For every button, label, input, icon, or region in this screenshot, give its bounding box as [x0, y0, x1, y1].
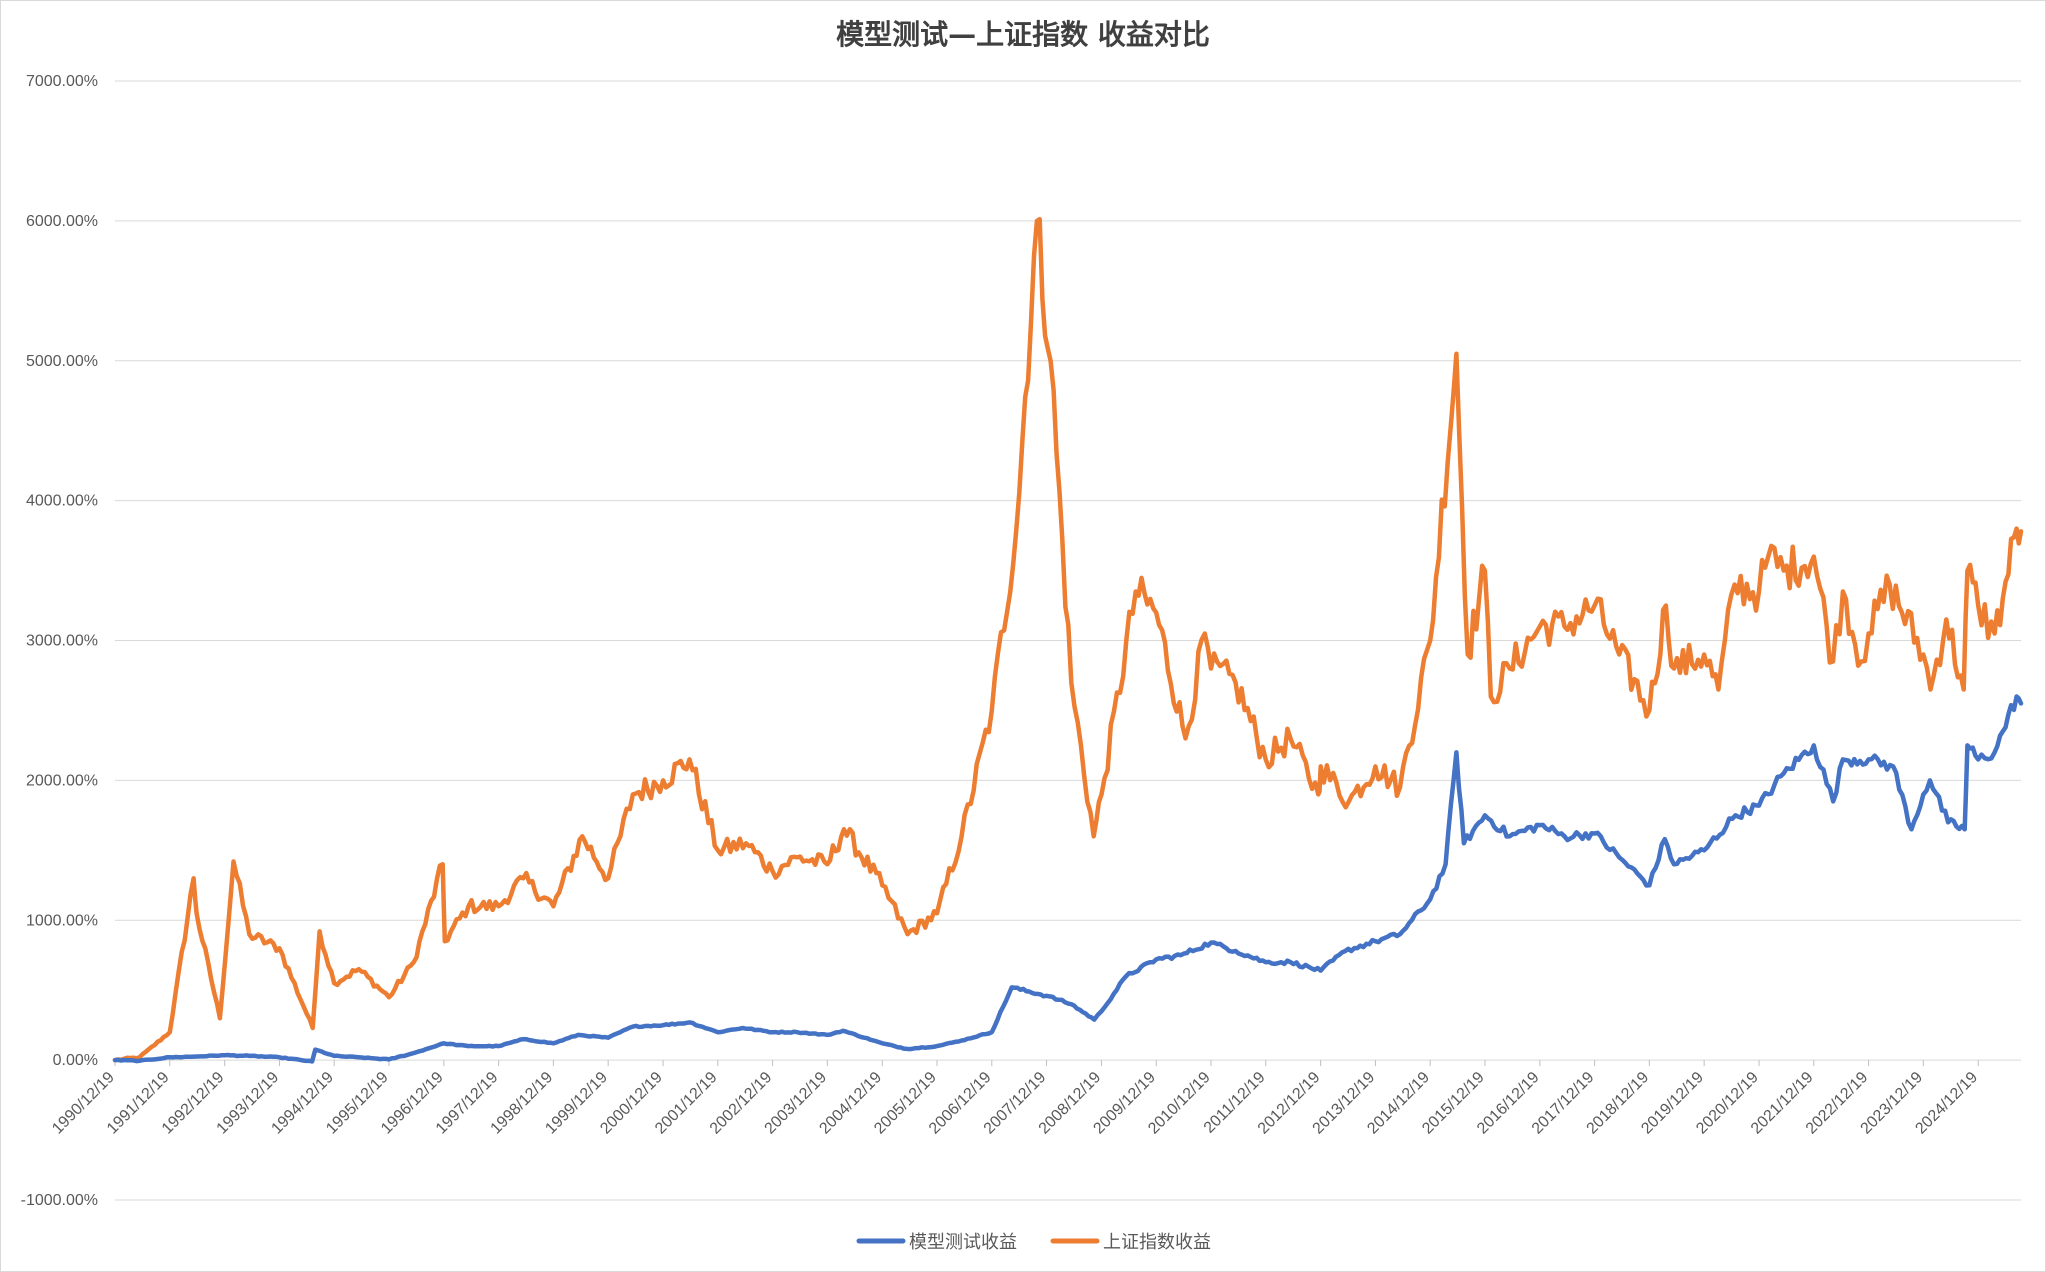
series-line [112, 694, 2024, 1064]
y-tick-label: 0.00% [53, 1052, 98, 1069]
y-tick-label: 7000.00% [26, 73, 98, 90]
y-tick-label: 3000.00% [26, 633, 98, 650]
y-axis-tick-labels: -1000.00% 0.00% 1000.00% 2000.00% 3000.00% 40… [21, 73, 98, 1209]
series-line [112, 216, 2024, 1063]
legend: 模型测试收益 上证指数收益 [856, 1232, 1211, 1253]
legend-label: 模型测试收益 [909, 1232, 1017, 1253]
y-tick-label: 5000.00% [26, 353, 98, 370]
legend-label: 上证指数收益 [1103, 1232, 1211, 1253]
y-tick-label: 2000.00% [26, 772, 98, 789]
y-tick-label: 1000.00% [26, 912, 98, 929]
chart-title: 模型测试—上证指数 收益对比 [836, 18, 1210, 51]
y-tick-label: 4000.00% [26, 493, 98, 510]
y-tick-label: 6000.00% [26, 213, 98, 230]
x-axis: 1990/12/191991/12/191992/12/191993/12/19… [49, 1060, 1981, 1138]
series-lines [112, 216, 2024, 1064]
y-tick-label: -1000.00% [21, 1192, 98, 1209]
